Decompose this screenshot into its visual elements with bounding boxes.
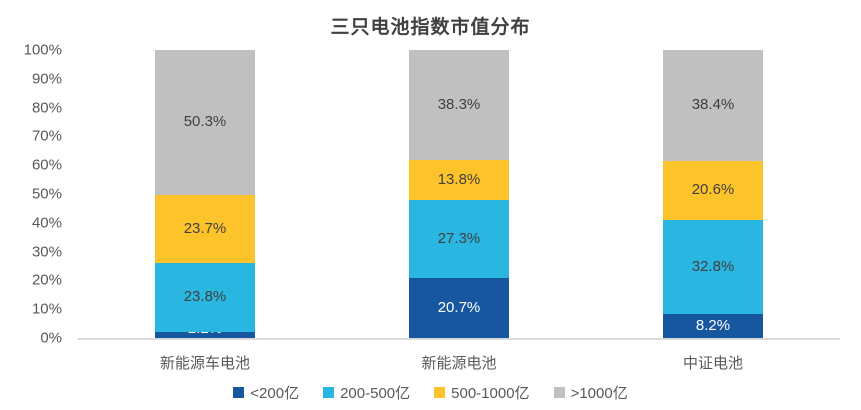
bar-segment-label: 20.6% — [691, 181, 735, 199]
legend-swatch-icon — [553, 387, 565, 398]
bar-segment: 23.8% — [155, 263, 255, 332]
legend-item: <200亿 — [233, 382, 299, 403]
x-axis-category-label: 新能源电池 — [421, 355, 497, 372]
bar-segment: 23.7% — [155, 194, 255, 264]
bar-segment-label: 13.8% — [437, 171, 481, 189]
chart-title: 三只电池指数市值分布 — [330, 17, 531, 38]
bar-segment: 2.2% — [155, 321, 255, 338]
y-axis-tick-label: 40% — [31, 214, 62, 232]
bar-segment-label: 32.8% — [691, 258, 735, 276]
bar-segment: 50.3% — [155, 50, 255, 195]
y-axis-tick-label: 0% — [40, 329, 62, 347]
bar-slot: 2.2% 23.8% 23.7% 50.3% — [78, 50, 332, 338]
legend-label: <200亿 — [250, 385, 300, 402]
x-axis-labels: 新能源车电池 新能源电池 中证电池 — [78, 352, 840, 373]
bar-segment-label: 50.3% — [183, 113, 227, 131]
bar-segment: 27.3% — [409, 199, 509, 279]
bar-segment: 8.2% — [663, 314, 763, 338]
legend-item: >1000亿 — [553, 382, 628, 403]
y-axis-tick-label: 60% — [31, 156, 62, 174]
bar-segment: 38.4% — [663, 50, 763, 161]
legend-item: 500-1000亿 — [434, 382, 530, 403]
bar-slot: 8.2% 32.8% 20.6% 38.4% — [586, 50, 840, 338]
bar-segment-label: 27.3% — [437, 230, 481, 248]
bar-segment: 13.8% — [409, 160, 509, 200]
x-axis-category-label: 中证电池 — [682, 355, 743, 372]
y-axis-tick-label: 90% — [31, 70, 62, 88]
bar-segment-label: 20.7% — [437, 299, 481, 317]
bar-segment-label: 23.7% — [183, 220, 227, 238]
plot-area: 2.2% 23.8% 23.7% 50.3% 20.7% 27.3% 13.8% 38.3% 8… — [78, 49, 840, 340]
stacked-bar: 2.2% 23.8% 23.7% 50.3% — [155, 50, 255, 338]
legend-label: 500-1000亿 — [451, 385, 530, 402]
stacked-bar: 20.7% 27.3% 13.8% 38.3% — [409, 49, 509, 338]
bar-segment: 20.7% — [409, 278, 509, 338]
legend: <200亿 200-500亿 500-1000亿 >1000亿 — [0, 382, 861, 403]
y-axis-tick-label: 80% — [31, 99, 62, 117]
stacked-bar: 8.2% 32.8% 20.6% 38.4% — [663, 50, 763, 338]
legend-label: >1000亿 — [570, 385, 628, 402]
legend-item: 200-500亿 — [323, 382, 410, 403]
bar-segment-label: 8.2% — [695, 317, 731, 335]
y-axis-tick-label: 70% — [31, 127, 62, 145]
legend-label: 200-500亿 — [340, 385, 411, 402]
legend-swatch-icon — [233, 387, 245, 398]
bar-segment-label: 38.3% — [437, 96, 481, 114]
y-axis-tick-label: 50% — [31, 185, 62, 203]
x-axis-category-label: 新能源车电池 — [159, 355, 250, 372]
bar-segment-label: 23.8% — [183, 288, 227, 306]
bar-segment-label: 38.4% — [691, 96, 735, 114]
y-axis-tick-label: 30% — [31, 243, 62, 261]
bar-segment: 20.6% — [663, 160, 763, 220]
bar-segment: 38.3% — [409, 49, 509, 161]
legend-swatch-icon — [323, 387, 335, 398]
legend-swatch-icon — [434, 387, 446, 398]
y-axis-tick-label: 10% — [31, 300, 62, 318]
bar-slot: 20.7% 27.3% 13.8% 38.3% — [332, 49, 586, 338]
bar-segment: 32.8% — [663, 219, 763, 315]
y-axis-tick-label: 100% — [23, 41, 62, 59]
y-axis: 0% 10% 20% 30% 40% 50% 60% 70% 80% 90% 100% — [0, 43, 62, 346]
y-axis-tick-label: 20% — [31, 271, 62, 289]
